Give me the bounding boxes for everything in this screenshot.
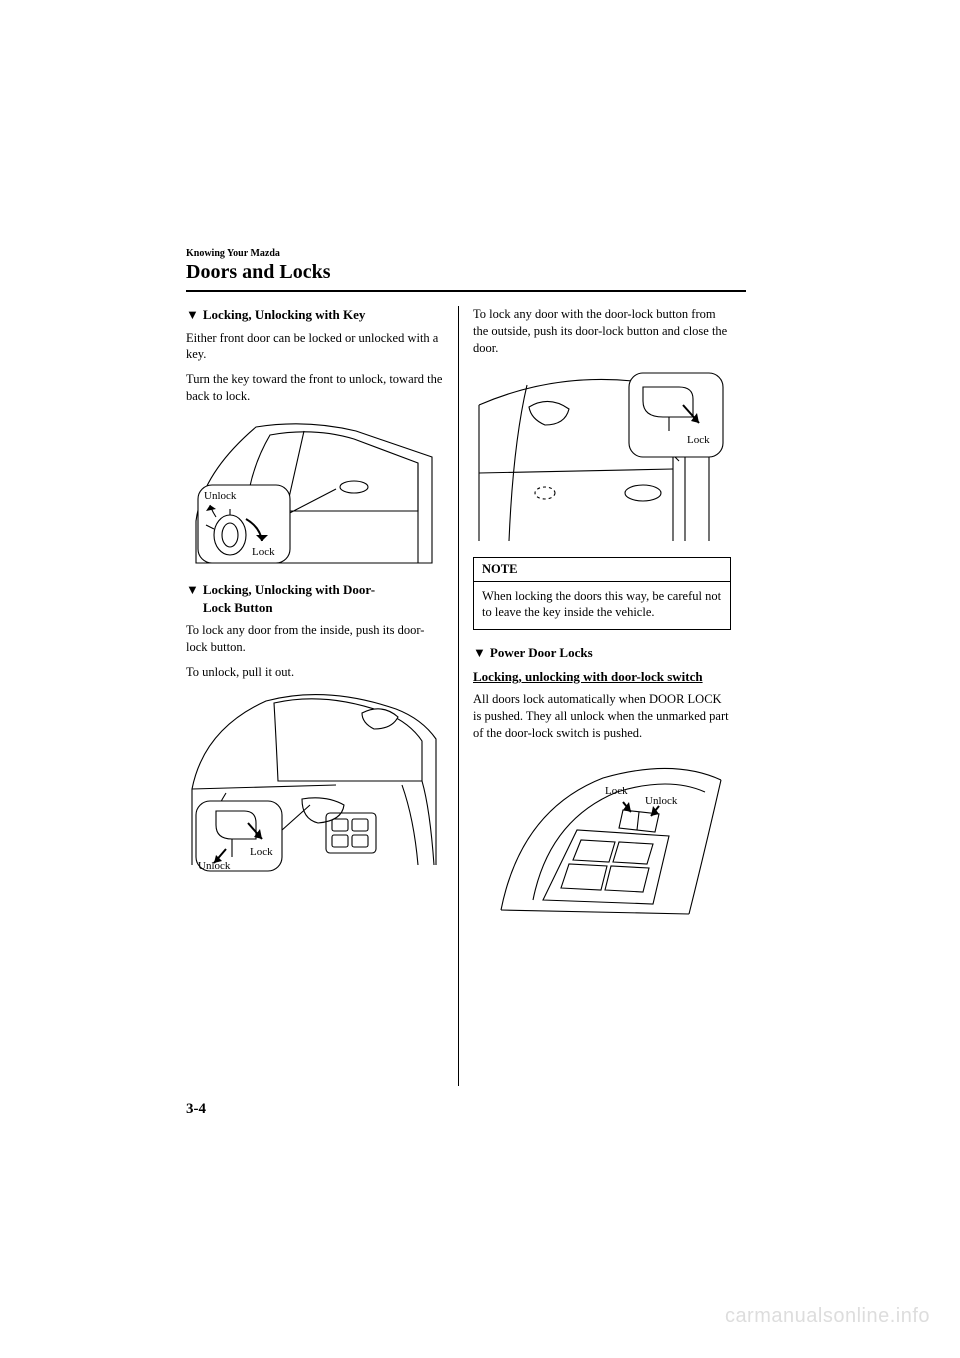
figure-interior-lock: Lock Unlock <box>186 689 442 877</box>
figure-svg: Lock Unlock <box>186 689 442 877</box>
section-rule <box>186 290 746 292</box>
triangle-icon: ▼ <box>473 644 486 662</box>
figure-power-lock-switch: Lock Unlock <box>473 750 729 920</box>
body-text: To lock any door with the door-lock butt… <box>473 306 730 357</box>
figure-key-door: Unlock Lock <box>186 413 442 569</box>
triangle-icon: ▼ <box>186 581 199 599</box>
subhead-line: Locking, Unlocking with Door- <box>203 582 375 597</box>
watermark-text: carmanualsonline.info <box>725 1305 930 1328</box>
two-columns: ▼ Locking, Unlocking with Key Either fro… <box>186 306 746 1086</box>
note-box: NOTE When locking the doors this way, be… <box>473 557 731 631</box>
body-text: Either front door can be locked or unloc… <box>186 330 444 364</box>
running-header: Knowing Your Mazda <box>186 248 746 259</box>
fig-label-unlock: Unlock <box>198 860 231 872</box>
body-text: To unlock, pull it out. <box>186 664 444 681</box>
figure-svg: Lock Unlock <box>473 750 729 920</box>
body-text: All doors lock automatically when DOOR L… <box>473 691 730 742</box>
triangle-icon: ▼ <box>186 306 199 324</box>
subhead-power-locks: ▼ Power Door Locks <box>473 644 730 662</box>
figure-svg: Lock <box>473 365 729 545</box>
note-heading: NOTE <box>474 558 730 582</box>
body-text: To lock any door from the inside, push i… <box>186 622 444 656</box>
fig-label-lock: Lock <box>605 785 628 797</box>
note-body: When locking the doors this way, be care… <box>474 582 730 630</box>
figure-svg: Unlock Lock <box>186 413 442 569</box>
sub-subheading: Locking, unlocking with door-lock switch <box>473 668 730 686</box>
subhead-text: Power Door Locks <box>490 644 593 662</box>
section-title: Doors and Locks <box>186 261 746 284</box>
subhead-locking-key: ▼ Locking, Unlocking with Key <box>186 306 444 324</box>
body-text: Turn the key toward the front to unlock,… <box>186 371 444 405</box>
fig-label-unlock: Unlock <box>204 490 237 502</box>
fig-label-lock: Lock <box>687 434 710 446</box>
column-right: To lock any door with the door-lock butt… <box>458 306 730 1086</box>
fig-label-lock: Lock <box>250 846 273 858</box>
subhead-text: Locking, Unlocking with Door- Lock Butto… <box>203 581 375 616</box>
fig-label-lock: Lock <box>252 546 275 558</box>
page-content: Knowing Your Mazda Doors and Locks ▼ Loc… <box>186 248 746 1118</box>
figure-outside-lock: Lock <box>473 365 729 545</box>
column-left: ▼ Locking, Unlocking with Key Either fro… <box>186 306 458 1086</box>
subhead-text: Locking, Unlocking with Key <box>203 306 366 324</box>
page-number: 3-4 <box>186 1101 206 1118</box>
subhead-locking-button: ▼ Locking, Unlocking with Door- Lock But… <box>186 581 444 616</box>
fig-label-unlock: Unlock <box>645 795 678 807</box>
subhead-line: Lock Button <box>203 600 273 615</box>
